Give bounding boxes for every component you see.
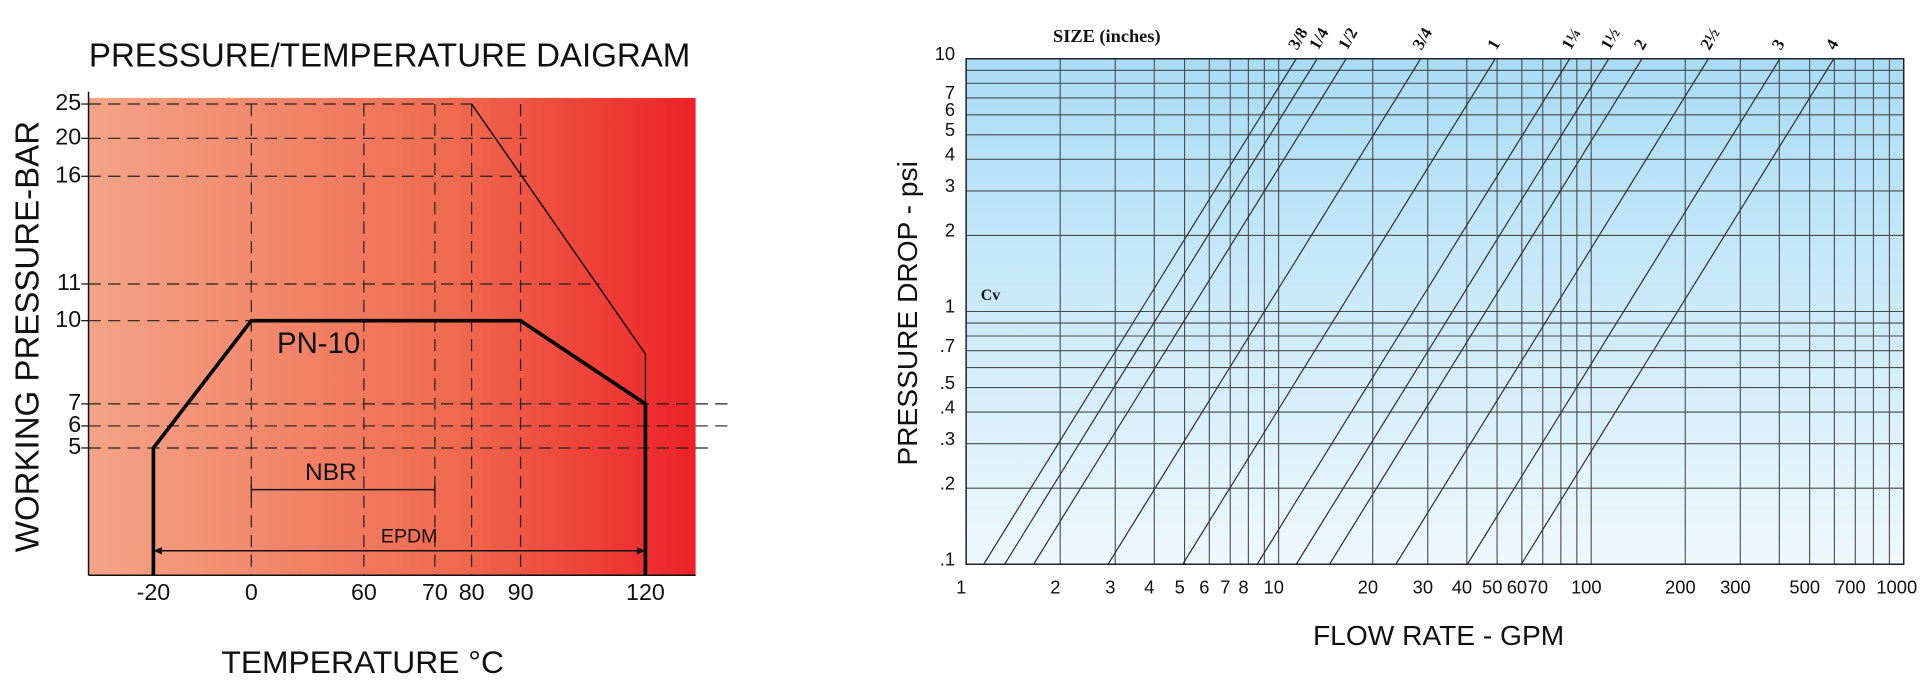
y-tick-label: 20 [55,123,81,149]
y-tick-label: .1 [940,548,955,569]
x-tick-label: 80 [459,579,485,605]
x-tick-label: 40 [1452,577,1472,598]
x-axis-label: TEMPERATURE °C [221,644,504,680]
x-tick-label: 100 [1571,577,1602,598]
x-tick-label: 90 [508,579,534,605]
plot-frame [965,58,1905,565]
x-tick-label: 6 [1199,577,1209,598]
size-label: 3 [1768,36,1789,53]
y-tick-label: 10 [935,43,955,64]
series-label: PN-10 [277,327,360,360]
x-tick-label: 120 [626,579,665,605]
rating-curve [151,318,648,576]
size-label: 1½ [1597,25,1624,53]
cv-line [1004,58,1318,565]
y-tick-label: 7 [68,389,81,415]
range-label: NBR [305,459,357,486]
y-tick-label: .3 [940,428,955,449]
x-tick-label: 300 [1720,577,1751,598]
cv-line [1256,58,1571,565]
cv-line [1328,58,1643,565]
y-axis-label: WORKING PRESSURE-BAR [10,121,47,552]
cv-line [1295,58,1610,565]
x-tick-label: 70 [422,579,448,605]
x-tick-label: 30 [1413,577,1433,598]
x-tick-label: 1 [956,577,966,598]
cv-line [1466,58,1781,565]
y-tick-label: 1 [945,296,955,317]
x-tick-label: 500 [1789,577,1820,598]
x-tick-label: 50 [1482,577,1502,598]
x-axis-label: FLOW RATE - GPM [1313,620,1564,651]
size-label: 1¼ [1558,25,1585,53]
cv-line [1395,58,1709,565]
cv-line [1033,58,1347,565]
y-tick-label: 3 [945,175,955,196]
y-tick-label: 10 [55,306,81,332]
y-tick-label: 4 [945,144,955,165]
x-tick-label: 5 [1175,577,1185,598]
y-tick-label: 5 [68,433,81,459]
x-tick-label: 4 [1144,577,1154,598]
x-tick-label: 60 [1507,577,1527,598]
x-tick-label: 20 [1358,577,1378,598]
plot-background [88,97,696,576]
range-arrow [636,547,646,555]
x-tick-label: 0 [245,579,258,605]
y-tick-label: 16 [55,161,81,187]
x-tick-label: 7 [1220,577,1230,598]
size-label: 1/2 [1334,24,1361,52]
x-tick-label: -20 [137,579,171,605]
size-label: 2 [1630,36,1651,53]
chart-title: PRESSURE/TEMPERATURE DAIGRAM [89,37,690,74]
y-tick-label: 11 [57,269,81,295]
size-label: 2½ [1696,25,1723,53]
y-tick-label: 6 [68,411,81,437]
cv-line [1520,58,1835,565]
x-tick-label: 60 [351,579,377,605]
y-tick-label: .7 [940,335,955,356]
limit-curve [471,103,647,404]
y-tick-label: .5 [940,372,955,393]
x-tick-label: 700 [1835,577,1866,598]
y-tick-label: 6 [945,99,955,120]
x-tick-label: 2 [1050,577,1060,598]
y-tick-label: 2 [945,220,955,241]
x-tick-label: 8 [1238,577,1248,598]
cv-line [1107,58,1422,565]
size-label: 3/4 [1409,24,1437,53]
x-tick-label: 10 [1264,577,1284,598]
y-tick-label: 7 [945,82,955,103]
range-arrow [153,547,162,555]
x-tick-label: 200 [1665,577,1696,598]
x-tick-label: 70 [1528,577,1548,598]
size-label: 1 [1483,36,1504,53]
x-tick-label: 1000 [1876,577,1917,598]
cv-label: Cv [981,287,1000,304]
y-axis-label: PRESSURE DROP - psi [892,161,923,465]
y-tick-label: 25 [55,89,81,115]
size-label: 4 [1822,36,1843,53]
size-label: 1/4 [1305,24,1333,53]
range-label: EPDM [381,526,438,548]
y-tick-label: .2 [940,472,955,493]
cv-line [1182,58,1496,565]
chart-title: SIZE (inches) [1053,26,1161,47]
y-tick-label: .4 [940,396,955,417]
cv-line [983,58,1297,565]
y-tick-label: 5 [945,119,955,140]
x-tick-label: 3 [1105,577,1115,598]
